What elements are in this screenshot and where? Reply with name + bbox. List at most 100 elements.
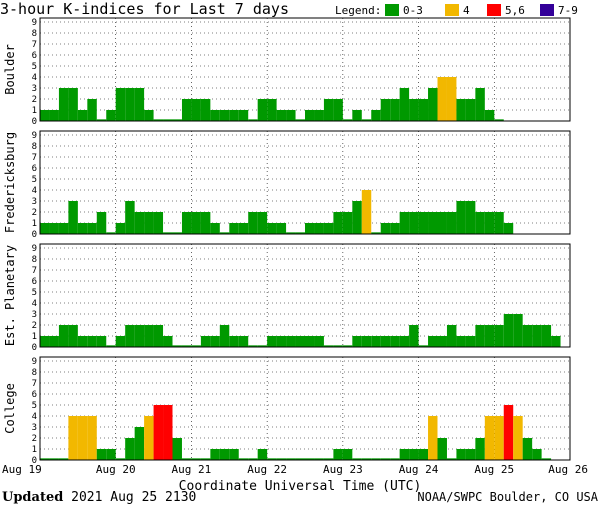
kp-bar (276, 223, 287, 234)
kp-bar (144, 110, 154, 121)
kp-bar (428, 212, 438, 234)
x-tick-label: Aug 25 (474, 463, 514, 476)
y-tick-label: 9 (32, 357, 37, 367)
kp-bar (238, 336, 249, 347)
y-tick-label: 9 (32, 244, 37, 254)
y-tick-label: 4 (32, 412, 37, 422)
kp-bar (352, 336, 362, 347)
kp-bar (494, 119, 504, 121)
y-tick-label: 1 (32, 106, 37, 116)
kp-bar (314, 223, 324, 234)
kp-bar (58, 223, 69, 234)
station-label: Est. Planetary (3, 245, 17, 346)
kp-bar (361, 119, 372, 121)
kp-bar (503, 314, 514, 347)
kp-bar (494, 325, 504, 347)
y-tick-label: 0 (32, 343, 37, 353)
legend-entry-label: 7-9 (558, 4, 578, 17)
y-tick-label: 8 (32, 29, 37, 39)
legend-swatch-1 (385, 4, 399, 16)
kp-bar (295, 458, 305, 460)
kp-bar (522, 325, 533, 347)
kp-bar (267, 223, 277, 234)
kp-bar (399, 88, 410, 121)
station-label: College (3, 383, 17, 434)
updated-label: Updated (2, 490, 64, 505)
kp-bar (172, 438, 182, 460)
kp-bar (153, 405, 164, 460)
kp-bar (96, 119, 107, 121)
x-tick-label: Aug 24 (399, 463, 439, 476)
updated-value: 2021 Aug 25 2130 (63, 490, 197, 505)
y-tick-label: 7 (32, 40, 37, 50)
kp-bar (87, 416, 97, 460)
y-tick-label: 5 (32, 401, 37, 411)
x-tick-label: Aug 22 (247, 463, 287, 476)
kp-bar (77, 336, 88, 347)
panel-frame (39, 17, 571, 122)
kp-bar (125, 88, 135, 121)
kp-bar (437, 438, 447, 460)
y-tick-label: 3 (32, 84, 37, 94)
kp-bar (286, 110, 296, 121)
kp-bar (248, 119, 258, 121)
kp-bar (446, 212, 457, 234)
kp-bar (229, 110, 239, 121)
kp-bar (219, 449, 230, 460)
y-tick-label: 5 (32, 175, 37, 185)
station-label: Fredericksburg (3, 132, 17, 233)
kp-bar (295, 336, 305, 347)
kp-bar (257, 345, 268, 347)
kp-bar (484, 110, 495, 121)
x-tick-label: Aug 21 (172, 463, 212, 476)
kp-bar (248, 212, 258, 234)
kp-bar (172, 232, 182, 234)
kp-bar (484, 416, 495, 460)
kp-bar (125, 201, 135, 234)
kp-bar (484, 325, 495, 347)
x-axis-label: Coordinate Universal Time (UTC) (179, 479, 422, 494)
kp-bar (68, 416, 78, 460)
y-tick-label: 5 (32, 288, 37, 298)
y-tick-label: 6 (32, 277, 37, 287)
kp-bar (181, 212, 192, 234)
kp-bar (238, 458, 249, 460)
kp-bar (238, 110, 249, 121)
y-tick-label: 2 (32, 208, 37, 218)
kp-bar (475, 325, 485, 347)
kp-bar (418, 99, 429, 121)
kp-bar (49, 336, 59, 347)
y-tick-label: 6 (32, 390, 37, 400)
kp-bar (153, 325, 164, 347)
y-tick-label: 3 (32, 423, 37, 433)
kp-bar (371, 336, 381, 347)
kp-bar (77, 223, 88, 234)
kp-bar (257, 212, 268, 234)
kp-bar (399, 212, 410, 234)
kp-bar (371, 458, 381, 460)
y-tick-label: 4 (32, 186, 37, 196)
kp-bar (276, 458, 287, 460)
kp-bar (295, 232, 305, 234)
kp-bar (446, 325, 457, 347)
kp-bar (210, 336, 220, 347)
y-tick-label: 2 (32, 321, 37, 331)
kp-bar (342, 449, 353, 460)
panel-frame (39, 130, 571, 235)
kp-bar (418, 449, 429, 460)
kp-bar (163, 232, 173, 234)
kp-bar (200, 458, 211, 460)
kp-bar (361, 336, 372, 347)
kp-bar (96, 449, 107, 460)
panel-frame (39, 356, 571, 461)
kp-bar (191, 212, 201, 234)
kp-bar (49, 223, 59, 234)
kp-bar (390, 458, 400, 460)
kp-bar (409, 449, 419, 460)
kp-bar (390, 336, 400, 347)
kp-bar (229, 223, 239, 234)
kp-bar (68, 325, 78, 347)
x-tick-label: Aug 20 (96, 463, 136, 476)
kp-bar (144, 212, 154, 234)
